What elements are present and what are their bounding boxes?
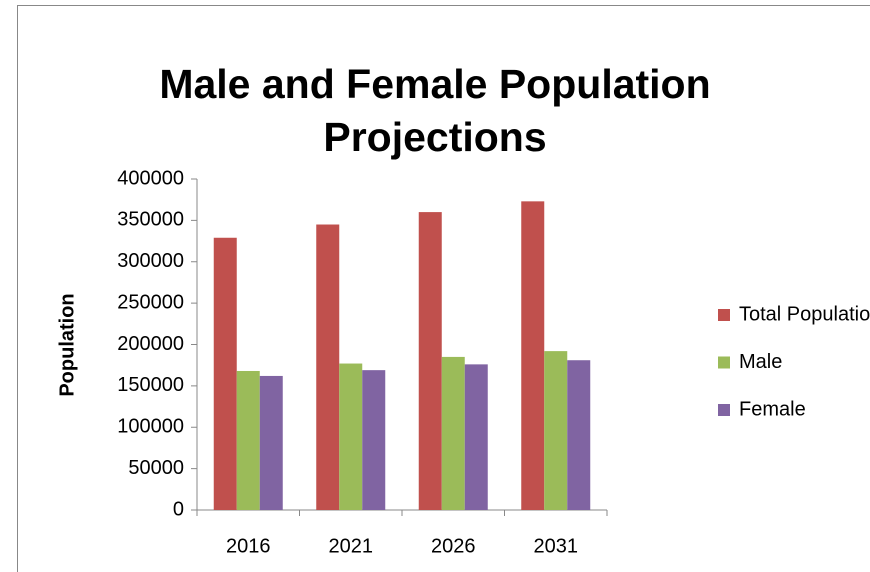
x-tick-label: 2016 — [226, 535, 271, 557]
y-tick-label: 0 — [173, 498, 184, 520]
y-tick-label: 150000 — [117, 374, 184, 396]
legend-swatch — [718, 309, 730, 321]
bar — [339, 363, 363, 510]
y-axis-label: Population — [56, 293, 78, 396]
bar — [544, 351, 568, 510]
bar — [259, 375, 283, 510]
legend-label: Female — [739, 398, 806, 420]
chart-title: Male and Female Population Projections — [159, 61, 711, 160]
bar — [362, 370, 386, 510]
y-tick-label: 50000 — [128, 457, 184, 479]
bar — [521, 201, 545, 510]
bar — [236, 370, 260, 510]
legend-swatch — [718, 404, 730, 416]
legend-label: Total Population — [739, 303, 870, 325]
y-tick-label: 100000 — [117, 416, 184, 438]
bar — [213, 237, 237, 510]
bar — [567, 360, 591, 510]
y-tick-label: 200000 — [117, 333, 184, 355]
x-tick-label: 2021 — [329, 535, 374, 557]
y-tick-label: 300000 — [117, 250, 184, 272]
y-tick-label: 400000 — [117, 167, 184, 189]
bar — [441, 356, 465, 510]
bar — [464, 364, 488, 510]
y-tick-label: 350000 — [117, 209, 184, 231]
legend-label: Male — [739, 351, 782, 373]
legend-swatch — [718, 356, 730, 369]
x-tick-label: 2031 — [534, 535, 579, 557]
bar — [316, 224, 340, 510]
x-tick-label: 2026 — [431, 535, 476, 557]
y-tick-label: 250000 — [117, 291, 184, 313]
bar — [418, 212, 442, 510]
